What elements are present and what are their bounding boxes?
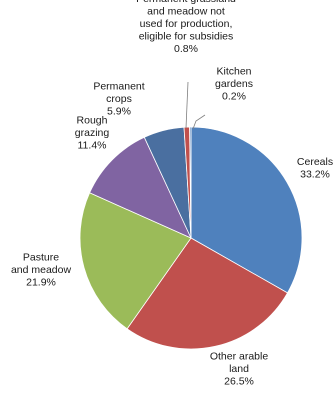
slice-label: Other arable land 26.5% [210, 351, 269, 388]
pie-slice [79, 192, 192, 330]
slice-percent: 11.4% [78, 140, 107, 152]
slice-percent: 33.2% [300, 168, 330, 180]
slice-category: Permanent [93, 81, 144, 93]
pie-slice [190, 126, 303, 294]
slice-percent: 0.8% [174, 43, 198, 55]
slice-category: land [229, 363, 249, 375]
slice-category: Permanent grassland [136, 0, 236, 5]
slice-label: Permanent crops 5.9% [93, 81, 144, 118]
slice-category: gardens [215, 78, 253, 90]
pie-slice [89, 136, 192, 239]
leader-line [185, 81, 189, 129]
data-labels: Cereals 33.2% Other arable land 26.5% Pasture… [11, 0, 333, 388]
slice-label: Pasture and meadow 21.9% [11, 252, 72, 289]
pie-slices [79, 126, 303, 350]
leader-lines [185, 81, 206, 130]
slice-category: and meadow not [147, 6, 225, 18]
slice-label: Rough grazing 11.4% [75, 115, 110, 152]
slice-percent: 21.9% [26, 277, 56, 289]
slice-category: Cereals [297, 156, 333, 168]
pie-slice [126, 237, 289, 350]
slice-category: used for production, [140, 18, 233, 30]
slice-category: and meadow [11, 264, 72, 276]
pie-slice [189, 126, 192, 239]
slice-category: grazing [75, 127, 110, 139]
slice-category: Kitchen [216, 66, 251, 78]
slice-category: Pasture [23, 252, 59, 264]
slice-percent: 5.9% [107, 106, 131, 118]
slice-label: Cereals 33.2% [297, 156, 333, 181]
slice-percent: 26.5% [224, 376, 254, 388]
slice-category: Other arable [210, 351, 269, 363]
leader-line [192, 114, 206, 130]
slice-category: crops [106, 93, 132, 105]
slice-label: Kitchen gardens 0.2% [215, 66, 253, 103]
slice-category: eligible for subsidies [139, 31, 234, 43]
slice-percent: 0.2% [222, 91, 246, 103]
slice-category: Rough [77, 115, 108, 127]
